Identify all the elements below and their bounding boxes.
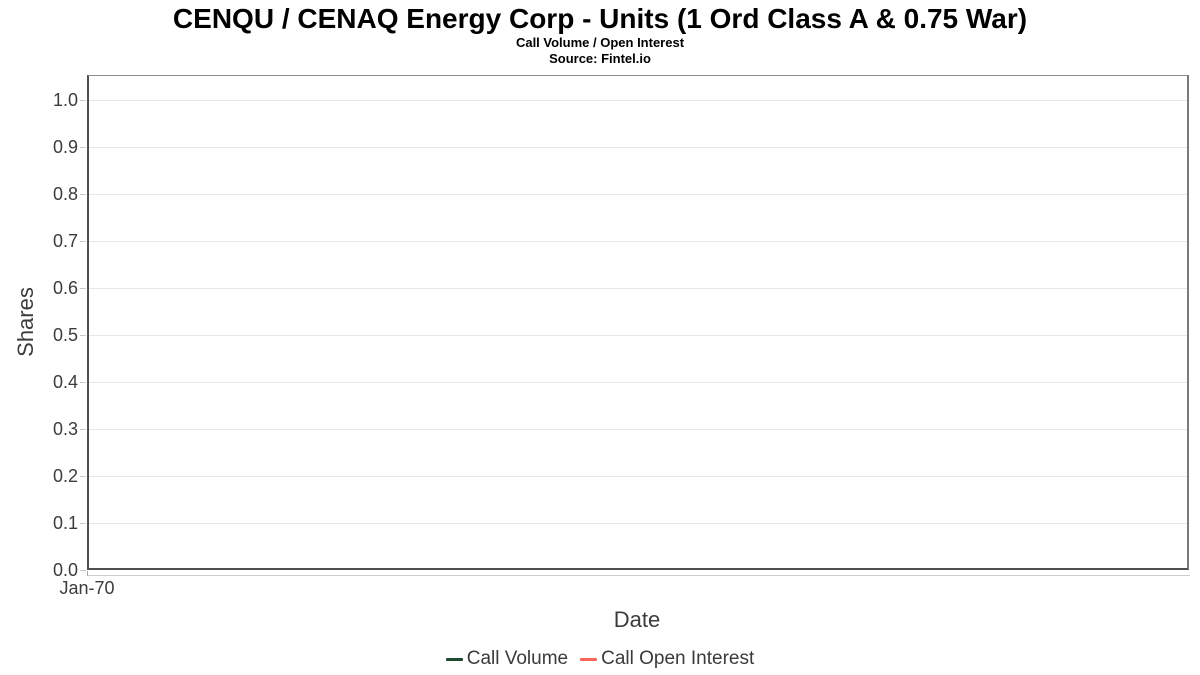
y-tick-label: 0.2 (52, 466, 78, 486)
legend-item-call-volume[interactable]: Call Volume (445, 648, 569, 670)
y-tick-label: 0.0 (52, 560, 78, 580)
call-open-interest-line-swatch (580, 657, 598, 661)
gridline (89, 100, 1187, 101)
y-tick-mark (80, 382, 86, 383)
y-tick-label: 0.6 (52, 278, 78, 298)
y-tick-mark (80, 476, 86, 477)
y-tick-label: 0.9 (52, 137, 78, 157)
y-tick-label: 0.8 (52, 184, 78, 204)
y-tick-label: 0.4 (52, 372, 78, 392)
plot-area (87, 75, 1189, 570)
y-tick-mark (80, 570, 86, 571)
legend: Call Volume Call Open Interest (0, 648, 1200, 670)
y-tick-label: 0.5 (52, 325, 78, 345)
gridline (89, 429, 1187, 430)
x-tick-label: Jan-70 (59, 578, 115, 598)
x-tick-mark (87, 571, 88, 576)
gridline (89, 194, 1187, 195)
y-tick-mark (80, 335, 86, 336)
y-tick-label: 0.1 (52, 513, 78, 533)
legend-label-call-open-interest: Call Open Interest (601, 648, 755, 669)
gridline (89, 382, 1187, 383)
y-tick-mark (80, 100, 86, 101)
gridline (89, 476, 1187, 477)
y-tick-mark (80, 523, 86, 524)
y-tick-label: 1.0 (52, 90, 78, 110)
y-tick-label: 0.3 (52, 419, 78, 439)
x-axis-line (87, 575, 1190, 576)
gridline (89, 523, 1187, 524)
y-tick-mark (80, 194, 86, 195)
y-tick-mark (80, 288, 86, 289)
legend-label-call-volume: Call Volume (466, 648, 569, 669)
chart-subtitle: Call Volume / Open Interest (515, 35, 685, 50)
chart-source: Source: Fintel.io (549, 51, 651, 66)
x-axis-label: Date (613, 607, 661, 632)
gridline (89, 147, 1187, 148)
call-volume-line-swatch (445, 657, 463, 661)
y-tick-mark (80, 147, 86, 148)
y-tick-mark (80, 241, 86, 242)
gridline (89, 288, 1187, 289)
chart-title: CENQU / CENAQ Energy Corp - Units (1 Ord… (172, 3, 1028, 34)
y-tick-label: 0.7 (52, 231, 78, 251)
legend-item-call-open-interest[interactable]: Call Open Interest (580, 648, 754, 670)
gridline (89, 241, 1187, 242)
gridline (89, 335, 1187, 336)
y-tick-mark (80, 429, 86, 430)
